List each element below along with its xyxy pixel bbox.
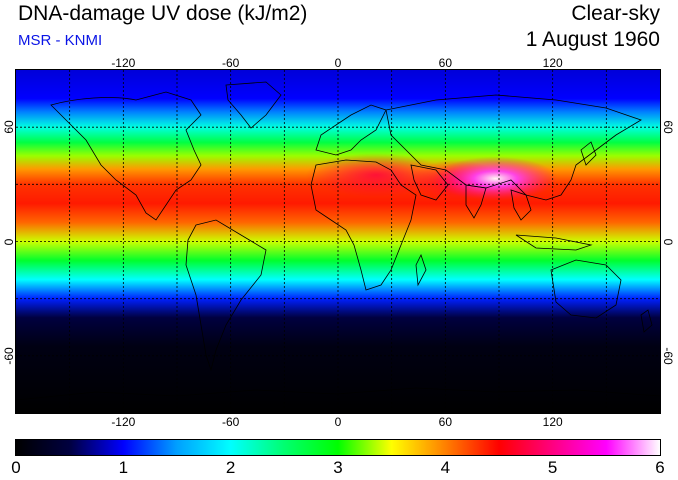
coast-asia [385, 94, 642, 201]
coast-africa [310, 159, 417, 291]
graticule [16, 70, 660, 413]
data-source: MSR - KNMI [18, 32, 103, 49]
colorbar-label: 4 [440, 458, 451, 477]
coast-antarctica [16, 387, 660, 401]
coast-arabia [410, 164, 449, 201]
coast-new-zealand [640, 309, 653, 333]
coast-north-america [50, 91, 202, 221]
tibet-hotspot [433, 156, 558, 201]
lon-tick-label-top: 0 [334, 56, 342, 70]
lat-tick-label-left: -60 [2, 347, 16, 365]
lon-tick-label-bottom: 0 [334, 415, 342, 429]
coast-india [465, 184, 487, 219]
lat-tick-label-left: 0 [2, 238, 16, 245]
lat-tick-label-right: -60 [661, 347, 675, 365]
coast-madagascar [415, 253, 427, 287]
colorbar-label: 3 [333, 458, 343, 477]
colorbar-label: 6 [655, 458, 665, 477]
lon-tick-label-bottom: -120 [111, 415, 136, 429]
uv-dose-map [15, 69, 661, 414]
lon-tick-label-bottom: 120 [542, 415, 563, 429]
sahara-high-dose [306, 153, 446, 197]
coast-japan [580, 141, 597, 166]
colorbar-label: 0 [11, 458, 21, 477]
coast-indonesia [515, 234, 593, 251]
map-title: DNA-damage UV dose (kJ/m2) [18, 2, 308, 25]
lat-tick-label-right: 0 [661, 238, 675, 245]
sky-condition: Clear-sky [571, 2, 660, 25]
lon-tick-label-top: 60 [438, 56, 453, 70]
coast-greenland [225, 81, 282, 129]
coast-south-america [185, 219, 267, 372]
coastlines [16, 81, 660, 401]
lat-tick-label-left: 60 [2, 120, 16, 134]
colorbar-label: 5 [547, 458, 558, 477]
colorbar [15, 439, 661, 456]
map-date: 1 August 1960 [525, 28, 660, 51]
coast-australia [550, 259, 622, 319]
colorbar-label: 1 [118, 458, 129, 477]
lon-tick-label-top: -120 [111, 56, 136, 70]
lon-tick-label-top: 120 [542, 56, 563, 70]
coast-southeast-asia [510, 189, 532, 221]
lon-tick-label-bottom: -60 [221, 415, 240, 429]
colorbar-label: 2 [225, 458, 236, 477]
lon-tick-label-top: -60 [221, 56, 240, 70]
lon-tick-label-bottom: 60 [438, 415, 453, 429]
lat-tick-label-right: 60 [661, 120, 675, 134]
